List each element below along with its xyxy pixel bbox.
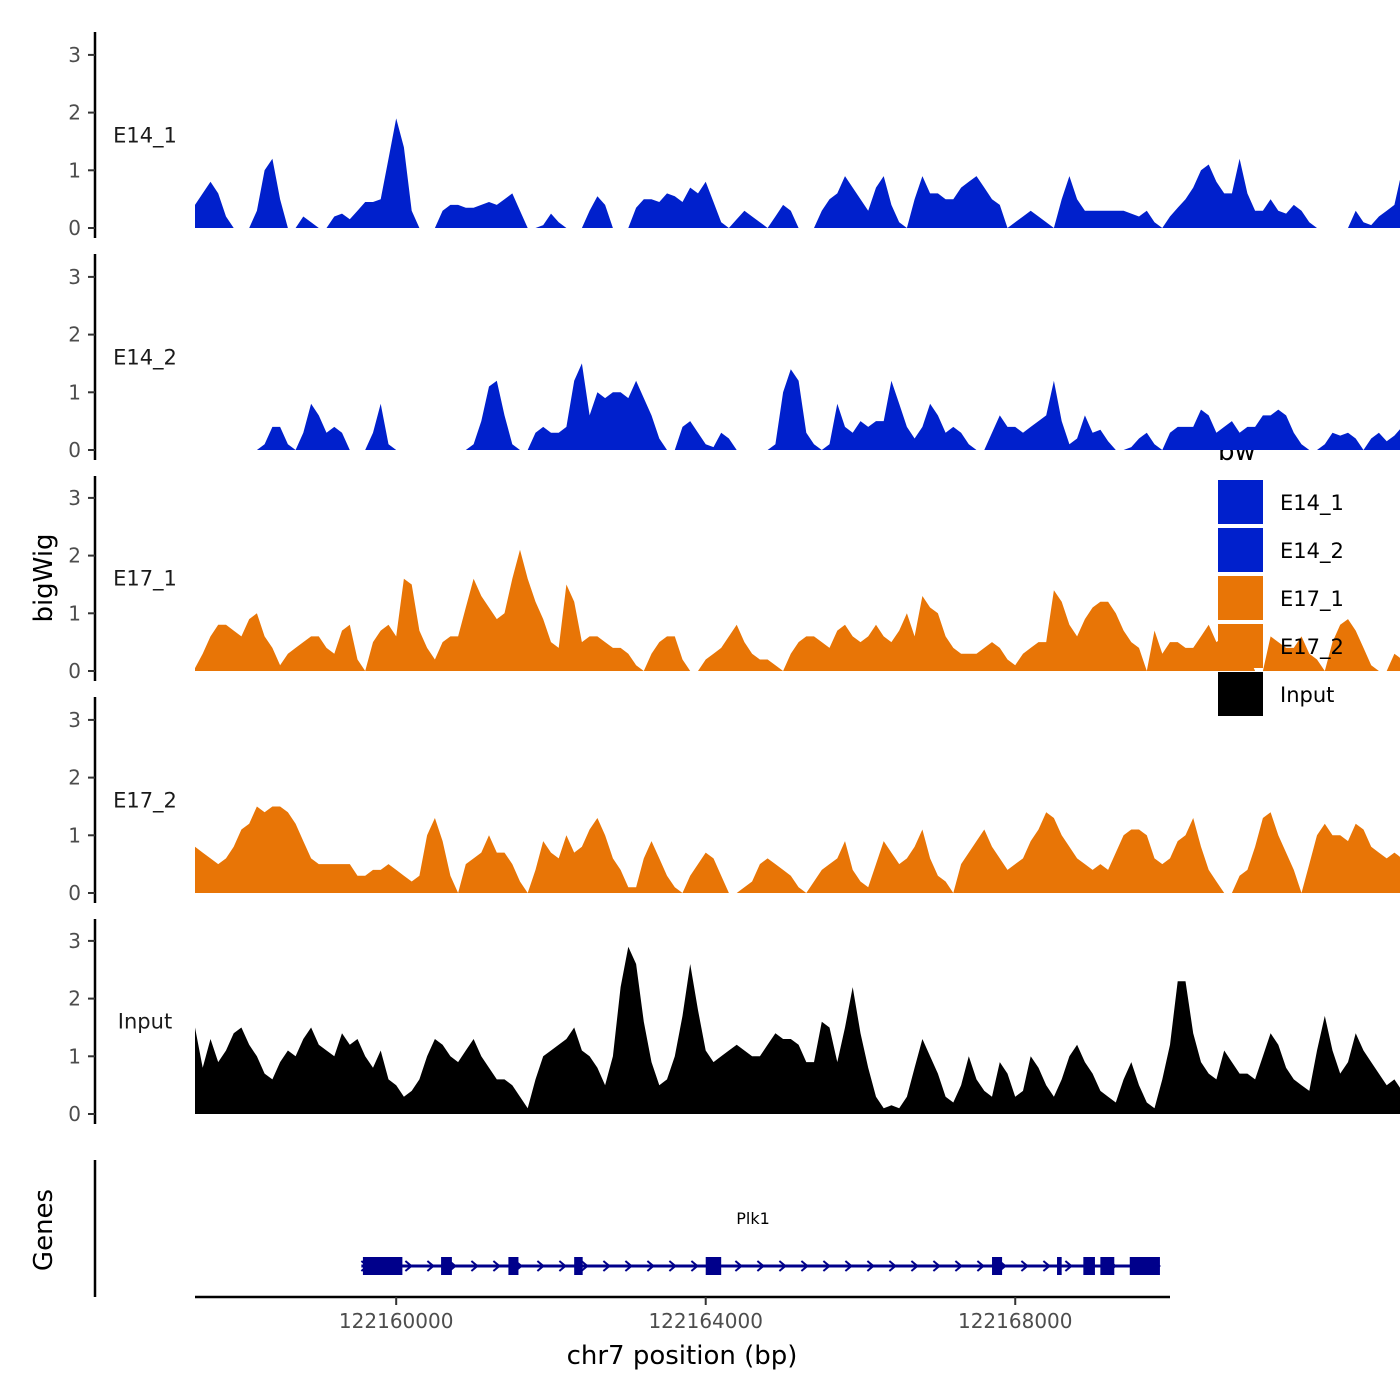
y-tick-label: 2 (68, 323, 81, 347)
legend-label-Input: Input (1280, 683, 1334, 707)
exon-5 (705, 1257, 722, 1275)
exon-3 (508, 1257, 519, 1275)
legend-swatch-E14_1 (1218, 480, 1263, 524)
exon-1 (362, 1257, 403, 1275)
strand-arrow (866, 1260, 875, 1272)
coverage-area-E14_1 (195, 118, 1400, 228)
track-label-E14_2: E14_2 (113, 346, 177, 371)
x-tick-label: 122168000 (958, 1309, 1073, 1333)
strand-arrow (822, 1260, 831, 1272)
strand-arrow (778, 1260, 787, 1272)
y-tick-label: 2 (68, 766, 81, 790)
strand-arrow (404, 1260, 413, 1272)
strand-arrow (668, 1260, 677, 1272)
y-tick-label: 3 (68, 929, 81, 953)
y-tick-label: 1 (68, 601, 81, 625)
y-tick-label: 1 (68, 380, 81, 404)
exon-6 (992, 1257, 1003, 1275)
legend-swatch-Input (1218, 672, 1263, 716)
y-tick-label: 1 (68, 1044, 81, 1068)
strand-arrow (910, 1260, 919, 1272)
strand-arrow (624, 1260, 633, 1272)
strand-arrow (426, 1260, 435, 1272)
strand-arrow (932, 1260, 941, 1272)
y-tick-label: 3 (68, 265, 81, 289)
strand-arrow (1064, 1260, 1073, 1272)
strand-arrow (756, 1260, 765, 1272)
strand-arrow (954, 1260, 963, 1272)
legend-label-E17_2: E17_2 (1280, 635, 1344, 660)
strand-arrow (800, 1260, 809, 1272)
track-label-E14_1: E14_1 (113, 124, 177, 149)
strand-arrow (558, 1260, 567, 1272)
exon-10 (1129, 1257, 1160, 1275)
strand-arrow (602, 1260, 611, 1272)
y-tick-label: 1 (68, 158, 81, 182)
legend-swatch-E14_2 (1218, 528, 1263, 572)
y-tick-label: 3 (68, 708, 81, 732)
strand-arrow (492, 1260, 501, 1272)
legend-label-E17_1: E17_1 (1280, 587, 1344, 612)
coverage-area-Input (195, 946, 1400, 1114)
y-tick-label: 2 (68, 101, 81, 125)
x-tick-label: 122164000 (648, 1309, 763, 1333)
y-tick-label: 0 (68, 438, 81, 462)
track-label-Input: Input (118, 1010, 172, 1034)
x-axis-title: chr7 position (bp) (567, 1341, 798, 1371)
y-tick-label: 0 (68, 216, 81, 240)
strand-arrow (888, 1260, 897, 1272)
y-axis-title: bigWig (29, 533, 59, 622)
exon-8 (1083, 1257, 1095, 1275)
y-tick-label: 3 (68, 43, 81, 67)
coverage-area-E14_2 (195, 363, 1400, 450)
strand-arrow (1042, 1260, 1051, 1272)
y-tick-label: 0 (68, 659, 81, 683)
track-label-E17_1: E17_1 (113, 567, 177, 592)
exon-7 (1057, 1257, 1062, 1275)
legend-swatch-E17_2 (1218, 624, 1263, 668)
y-tick-label: 1 (68, 823, 81, 847)
strand-arrow (734, 1260, 743, 1272)
y-tick-label: 3 (68, 486, 81, 510)
y-tick-label: 2 (68, 544, 81, 568)
strand-arrow (580, 1260, 589, 1272)
y-tick-label: 0 (68, 881, 81, 905)
strand-arrow (1020, 1260, 1029, 1272)
y-tick-label: 0 (68, 1102, 81, 1126)
strand-arrow (844, 1260, 853, 1272)
x-tick-label: 122160000 (339, 1309, 454, 1333)
strand-arrow (646, 1260, 655, 1272)
strand-arrow (976, 1260, 985, 1272)
y-tick-label: 2 (68, 987, 81, 1011)
legend-swatch-E17_1 (1218, 576, 1263, 620)
coverage-area-E17_2 (195, 806, 1400, 893)
coverage-area-E17_1 (195, 549, 1400, 671)
strand-arrow (470, 1260, 479, 1272)
gene-label: Plk1 (736, 1209, 770, 1228)
exon-4 (574, 1257, 583, 1275)
exon-9 (1100, 1257, 1115, 1275)
legend-label-E14_1: E14_1 (1280, 491, 1344, 516)
strand-arrow (690, 1260, 699, 1272)
genes-axis-title: Genes (29, 1189, 59, 1271)
track-label-E17_2: E17_2 (113, 789, 177, 814)
strand-arrow (536, 1260, 545, 1272)
legend-label-E14_2: E14_2 (1280, 539, 1344, 564)
exon-2 (441, 1257, 452, 1275)
